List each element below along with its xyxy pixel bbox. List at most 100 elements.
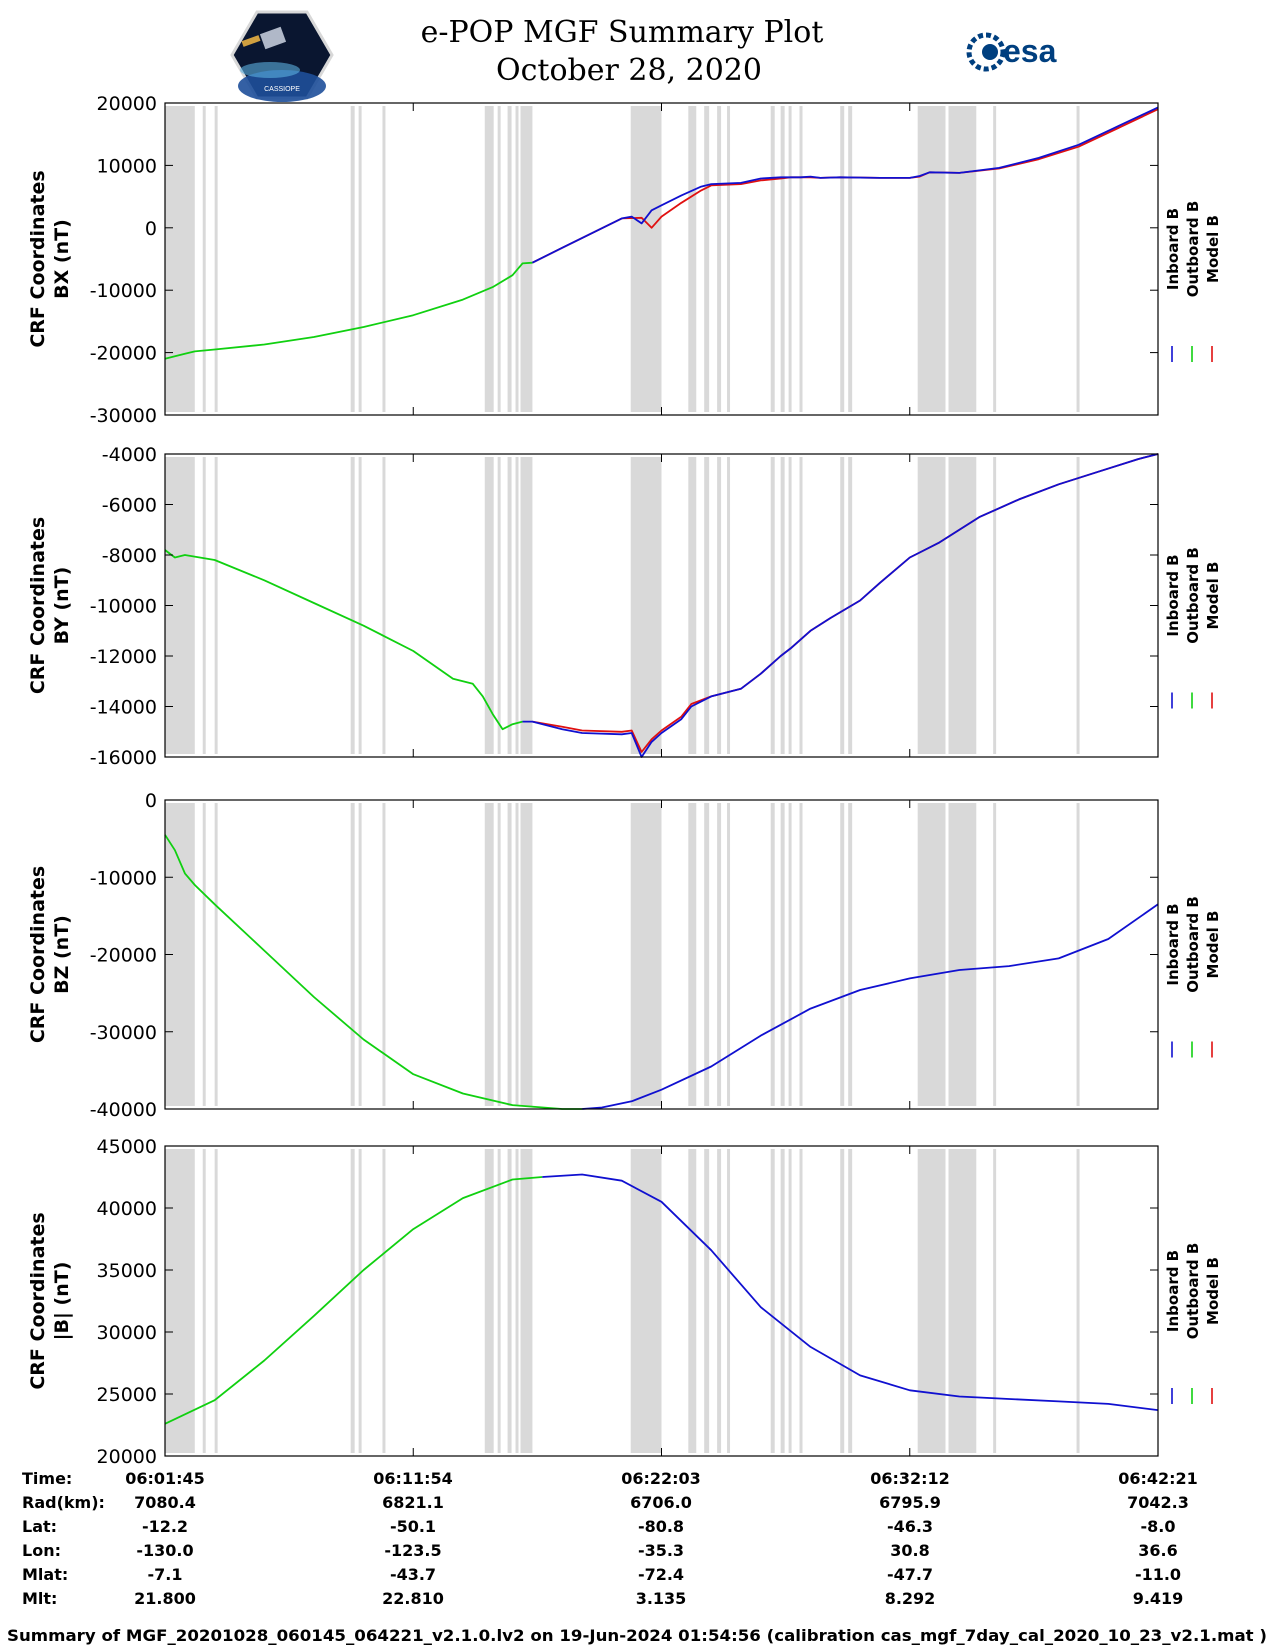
- data-gap-band: [350, 457, 355, 754]
- data-gap-band: [788, 1149, 792, 1453]
- data-gap-band: [350, 106, 355, 412]
- legend-label-model: Model B: [1204, 562, 1222, 630]
- data-gap-band: [993, 457, 997, 754]
- data-gap-band: [484, 106, 494, 412]
- plot-panels: 20000 10000 0 -10000 -20000 -30000 CRF Coordin…: [27, 93, 1222, 1468]
- info-cell: 06:01:45: [125, 1469, 205, 1488]
- esa-logo: esa: [966, 32, 1057, 72]
- plot-title: e-POP MGF Summary Plot: [421, 15, 824, 50]
- row-label-lat: Lat:: [22, 1517, 57, 1536]
- data-gap-band: [799, 106, 803, 412]
- data-gap-band: [848, 803, 853, 1106]
- cassiope-logo-text: CASSIOPE: [264, 86, 300, 93]
- info-cell: -7.1: [148, 1565, 183, 1584]
- data-gap-band: [202, 1149, 206, 1453]
- data-gap-band: [917, 803, 946, 1106]
- series-line-inboard-b: [522, 453, 1159, 758]
- data-gap-band: [214, 1149, 218, 1453]
- solar-panel-icon: [241, 35, 261, 47]
- info-cell: -12.2: [142, 1517, 188, 1536]
- data-gap-band: [799, 803, 803, 1106]
- info-row-labels: Time: Rad(km): Lat: Lon: Mlat: Mlt:: [22, 1469, 105, 1608]
- data-gap-band: [358, 1149, 362, 1453]
- row-label-lon: Lon:: [22, 1541, 61, 1560]
- data-gap-band: [717, 1149, 722, 1453]
- series-line-model-b: [532, 453, 1159, 753]
- y-tick-label: -14000: [90, 697, 157, 719]
- y-axis-units-label: BZ (nT): [51, 915, 73, 994]
- y-tick-label: 30000: [97, 1322, 157, 1344]
- info-cell: -72.4: [638, 1565, 684, 1584]
- data-gap-band: [948, 106, 977, 412]
- info-cell: 36.6: [1138, 1541, 1177, 1560]
- earth-glow-icon: [240, 62, 300, 78]
- data-gap-band: [840, 106, 845, 412]
- data-gap-band: [515, 1149, 519, 1453]
- data-gap-band: [770, 803, 775, 1106]
- y-tick-label: -10000: [90, 867, 157, 889]
- legend-label-outboard: Outboard B: [1184, 1243, 1202, 1340]
- data-gap-band: [727, 1149, 731, 1453]
- data-gap-band: [780, 1149, 785, 1453]
- data-gap-band: [484, 803, 494, 1106]
- y-axis-label: CRF Coordinates: [27, 170, 49, 347]
- data-gap-band: [704, 106, 710, 412]
- info-cell: -35.3: [638, 1541, 684, 1560]
- y-axis-units-label: BX (nT): [51, 219, 73, 299]
- y-axis-units-label: |B| (nT): [51, 1262, 73, 1341]
- legend: Inboard B Outboard B Model B: [1164, 201, 1222, 362]
- data-gap-band: [520, 1149, 533, 1453]
- series-line-outboard-b: [164, 549, 523, 731]
- data-gap-band: [484, 1149, 494, 1453]
- data-gap-band: [780, 457, 785, 754]
- data-gap-band: [840, 803, 845, 1106]
- data-gap-band: [520, 457, 533, 754]
- data-gap-band: [358, 106, 362, 412]
- info-cell: 21.800: [134, 1589, 196, 1608]
- legend-label-outboard: Outboard B: [1184, 896, 1202, 993]
- info-cell: 06:22:03: [621, 1469, 701, 1488]
- data-gap-band: [848, 106, 853, 412]
- data-gap-band: [688, 457, 697, 754]
- info-cell: 06:11:54: [373, 1469, 453, 1488]
- legend-label-inboard: Inboard B: [1164, 1250, 1182, 1332]
- series-line-inboard-b: [582, 903, 1159, 1110]
- legend-label-model: Model B: [1204, 215, 1222, 283]
- y-tick-label: 10000: [97, 155, 157, 177]
- y-tick-label: -12000: [90, 646, 157, 668]
- data-gap-band: [520, 106, 533, 412]
- data-gap-band: [704, 803, 710, 1106]
- data-gap-band: [497, 803, 501, 1106]
- data-gap-band: [630, 457, 662, 754]
- info-cell: 9.419: [1133, 1589, 1184, 1608]
- data-gap-band: [688, 106, 697, 412]
- data-gap-band: [770, 1149, 775, 1453]
- y-tick-label: 35000: [97, 1260, 157, 1282]
- info-cell: -47.7: [887, 1565, 933, 1584]
- info-cell: 3.135: [636, 1589, 687, 1608]
- esa-logo-text: esa: [1003, 33, 1057, 69]
- y-tick-label: -40000: [90, 1099, 157, 1121]
- data-gap-band: [788, 457, 792, 754]
- data-gap-band: [630, 803, 662, 1106]
- plot-date: October 28, 2020: [496, 53, 762, 88]
- info-cell: 06:32:12: [870, 1469, 950, 1488]
- data-gap-band: [917, 1149, 946, 1453]
- y-tick-label: 20000: [97, 1446, 157, 1468]
- data-gap-band: [1076, 457, 1080, 754]
- row-label-time: Time:: [22, 1469, 72, 1488]
- series-line-model-b: [531, 108, 1159, 264]
- y-tick-label: 40000: [97, 1198, 157, 1220]
- data-gap-band: [770, 106, 775, 412]
- y-tick-label: 0: [145, 790, 157, 812]
- info-values: 06:01:45 7080.4 -12.2 -130.0 -7.1 21.800 06:11…: [125, 1469, 1198, 1608]
- data-gap-band: [520, 803, 533, 1106]
- info-cell: 6706.0: [630, 1493, 692, 1512]
- y-axis-label: CRF Coordinates: [27, 866, 49, 1043]
- y-tick-label: 20000: [97, 93, 157, 115]
- data-gap-band: [717, 457, 722, 754]
- series-line-outboard-b: [164, 261, 533, 360]
- y-tick-label: -20000: [90, 945, 157, 967]
- legend: Inboard B Outboard B Model B: [1164, 896, 1222, 1058]
